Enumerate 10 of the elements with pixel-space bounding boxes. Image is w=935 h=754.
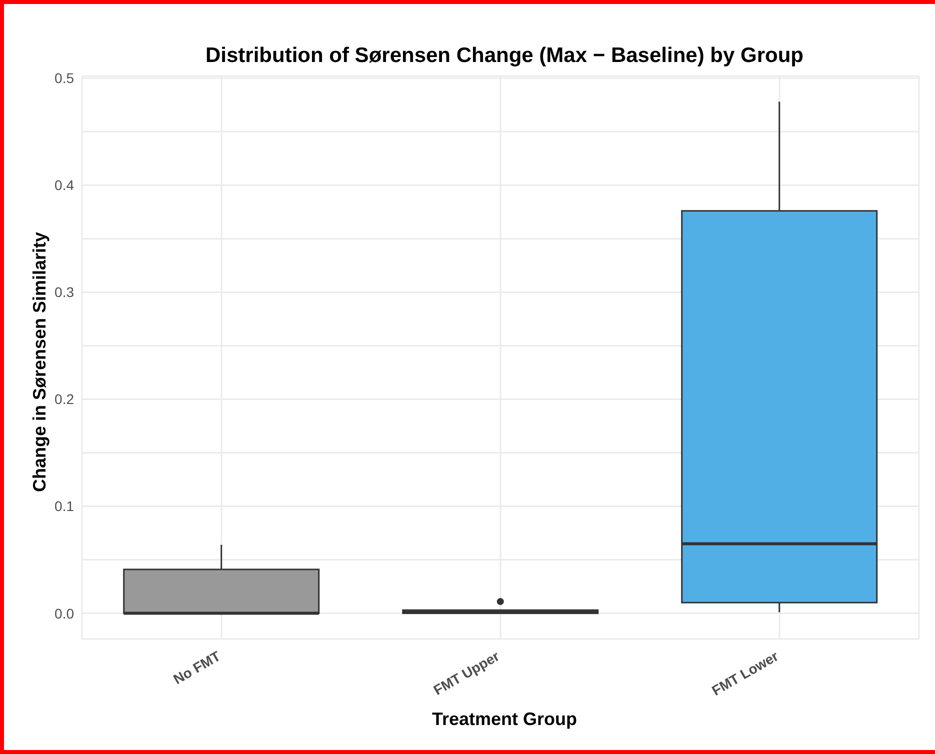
y-tick-label: 0.5 [54, 70, 74, 86]
y-axis-title: Change in Sørensen Similarity [30, 232, 50, 492]
x-tick-label: No FMT [170, 648, 224, 688]
y-tick-label: 0.3 [54, 284, 74, 300]
y-tick-label: 0.0 [54, 605, 74, 622]
y-tick-label: 0.1 [54, 498, 74, 514]
y-tick-label: 0.4 [54, 177, 74, 194]
chart-title: Distribution of Sørensen Change (Max − Baseline) by Group [204, 44, 804, 68]
y-tick-label: 0.2 [54, 391, 74, 408]
x-axis-title: Treatment Group [430, 709, 578, 730]
